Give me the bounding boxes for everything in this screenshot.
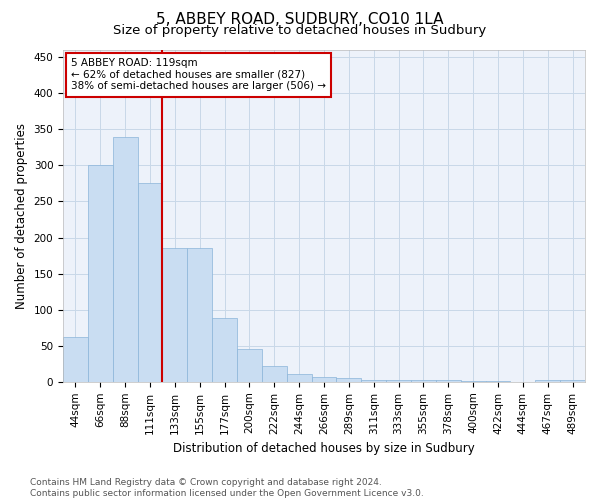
X-axis label: Distribution of detached houses by size in Sudbury: Distribution of detached houses by size …: [173, 442, 475, 455]
Bar: [63, 337, 88, 382]
Text: Size of property relative to detached houses in Sudbury: Size of property relative to detached ho…: [113, 24, 487, 37]
Bar: [212, 318, 237, 382]
Bar: [461, 381, 485, 382]
Bar: [137, 184, 163, 382]
Text: 5 ABBEY ROAD: 119sqm
← 62% of detached houses are smaller (827)
38% of semi-deta: 5 ABBEY ROAD: 119sqm ← 62% of detached h…: [71, 58, 326, 92]
Text: Contains HM Land Registry data © Crown copyright and database right 2024.
Contai: Contains HM Land Registry data © Crown c…: [30, 478, 424, 498]
Y-axis label: Number of detached properties: Number of detached properties: [15, 123, 28, 309]
Bar: [187, 248, 212, 382]
Bar: [311, 377, 337, 382]
Bar: [163, 248, 187, 382]
Bar: [485, 381, 511, 382]
Bar: [113, 136, 137, 382]
Bar: [436, 380, 461, 382]
Bar: [237, 348, 262, 382]
Bar: [411, 380, 436, 382]
Bar: [88, 164, 113, 382]
Bar: [560, 380, 585, 382]
Bar: [361, 380, 386, 382]
Bar: [337, 378, 361, 382]
Bar: [262, 366, 287, 382]
Bar: [535, 380, 560, 382]
Bar: [287, 374, 311, 382]
Text: 5, ABBEY ROAD, SUDBURY, CO10 1LA: 5, ABBEY ROAD, SUDBURY, CO10 1LA: [156, 12, 444, 28]
Bar: [386, 380, 411, 382]
